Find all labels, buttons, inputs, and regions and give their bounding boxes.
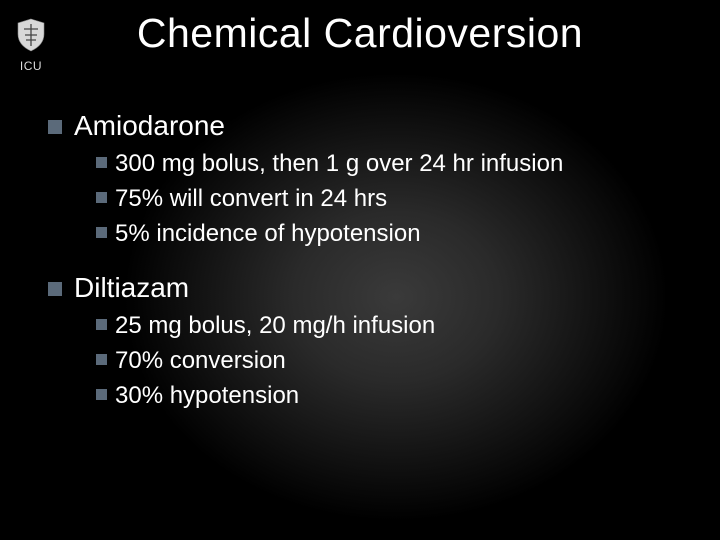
list-item-text: 75% will convert in 24 hrs: [115, 183, 387, 214]
shield-icon: [16, 18, 46, 52]
list-item: 5% incidence of hypotension: [96, 218, 690, 249]
square-bullet-icon: [48, 282, 62, 296]
section-heading-text: Diltiazam: [74, 272, 189, 304]
section-heading-text: Amiodarone: [74, 110, 225, 142]
square-bullet-icon: [96, 192, 107, 203]
list-item: 75% will convert in 24 hrs: [96, 183, 690, 214]
square-bullet-icon: [96, 157, 107, 168]
square-bullet-icon: [96, 319, 107, 330]
section-0-items: 300 mg bolus, then 1 g over 24 hr infusi…: [96, 148, 690, 250]
logo-area: ICU: [14, 18, 48, 73]
list-item: 25 mg bolus, 20 mg/h infusion: [96, 310, 690, 341]
slide-title: Chemical Cardioversion: [0, 0, 720, 57]
list-item: 300 mg bolus, then 1 g over 24 hr infusi…: [96, 148, 690, 179]
square-bullet-icon: [96, 227, 107, 238]
section-1-items: 25 mg bolus, 20 mg/h infusion 70% conver…: [96, 310, 690, 412]
list-item: 30% hypotension: [96, 380, 690, 411]
section-heading-0: Amiodarone: [48, 110, 690, 142]
logo-label: ICU: [14, 59, 48, 73]
list-item-text: 300 mg bolus, then 1 g over 24 hr infusi…: [115, 148, 563, 179]
square-bullet-icon: [48, 120, 62, 134]
section-heading-1: Diltiazam: [48, 272, 690, 304]
square-bullet-icon: [96, 354, 107, 365]
list-item-text: 25 mg bolus, 20 mg/h infusion: [115, 310, 435, 341]
list-item-text: 30% hypotension: [115, 380, 299, 411]
slide-content: Amiodarone 300 mg bolus, then 1 g over 2…: [48, 110, 690, 433]
list-item: 70% conversion: [96, 345, 690, 376]
list-item-text: 70% conversion: [115, 345, 286, 376]
square-bullet-icon: [96, 389, 107, 400]
list-item-text: 5% incidence of hypotension: [115, 218, 421, 249]
